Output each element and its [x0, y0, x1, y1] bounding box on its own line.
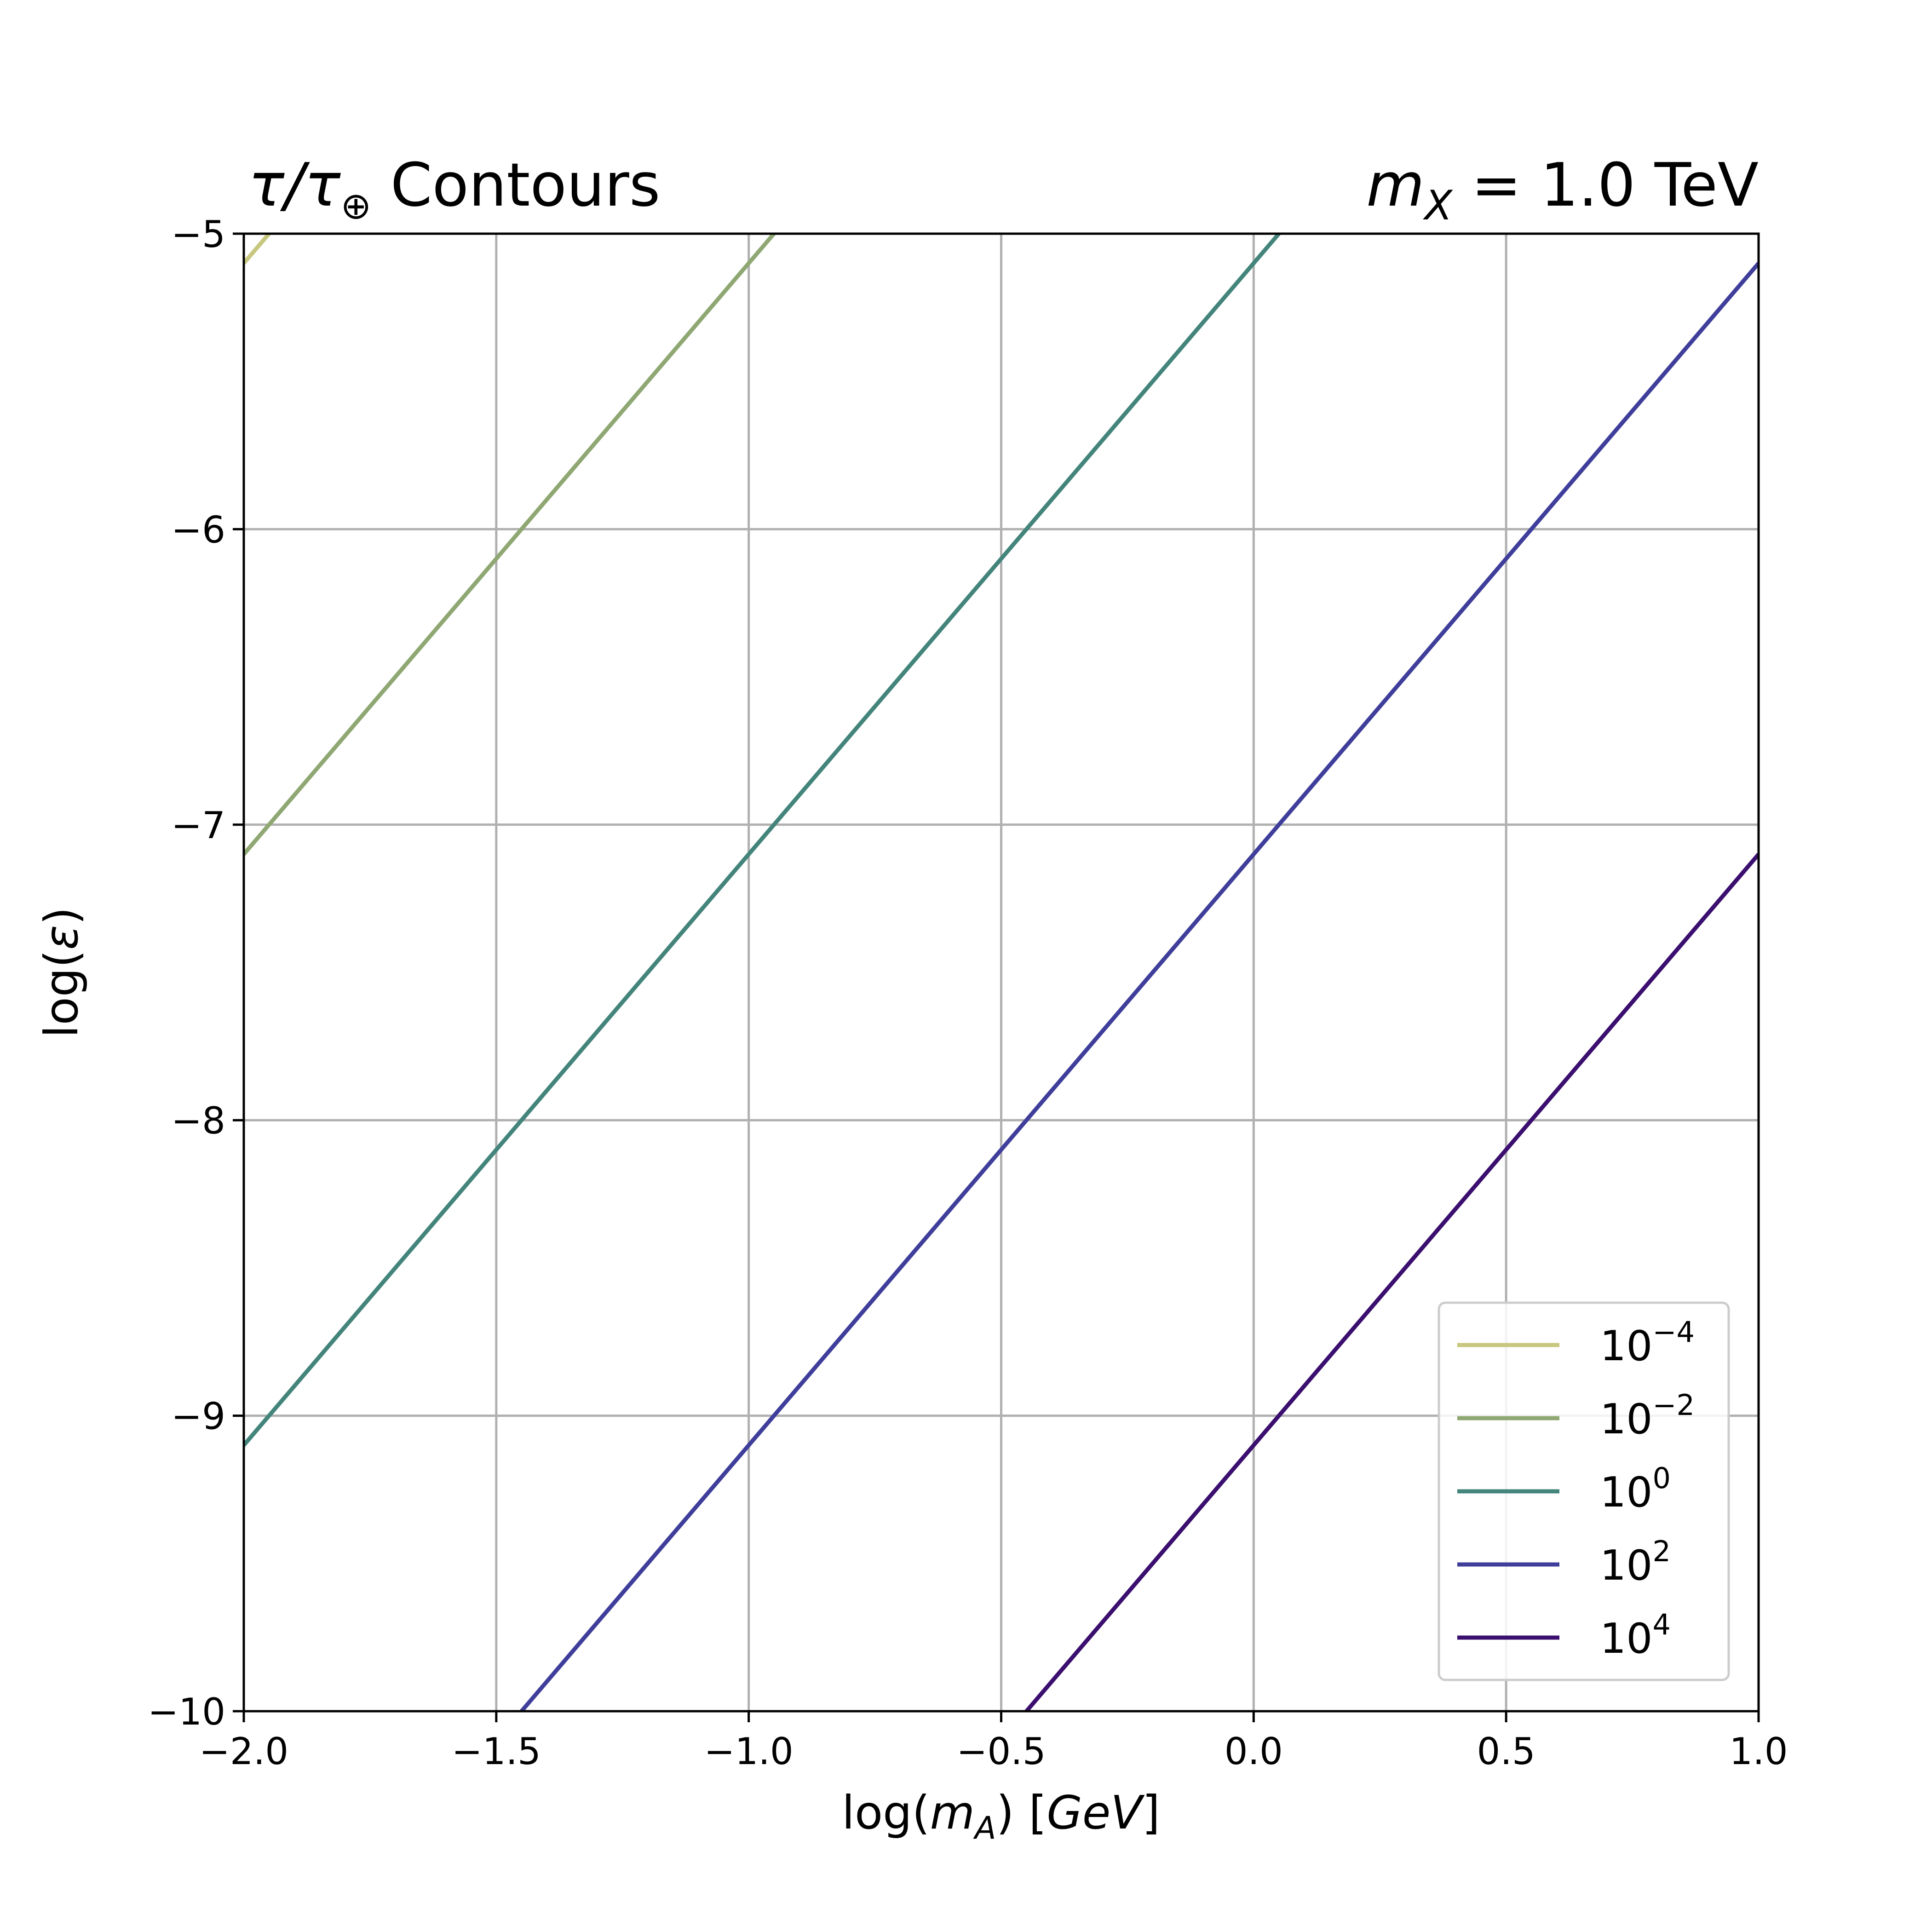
- x-tick-label: 1.0: [1729, 1730, 1788, 1773]
- series-line-4: [1024, 853, 1759, 1711]
- legend-label: 100: [1600, 1461, 1671, 1517]
- series-line-3: [520, 262, 1759, 1711]
- xlabel-var: m: [930, 1786, 975, 1840]
- mass-variable-subscript: X: [1423, 182, 1453, 229]
- xlabel-suffix: ) [: [996, 1786, 1047, 1840]
- series-lines: [244, 234, 1759, 1711]
- ylabel-prefix: log(: [34, 950, 88, 1038]
- legend-label: 10−2: [1600, 1388, 1695, 1443]
- xlabel-sub: A: [973, 1810, 996, 1846]
- x-tick-label: −0.5: [956, 1730, 1046, 1773]
- x-tick-label: 0.5: [1477, 1730, 1535, 1773]
- y-tick-label: −6: [171, 508, 225, 551]
- title-symbol: τ/τ: [248, 150, 341, 220]
- y-tick-label: −9: [171, 1395, 225, 1438]
- legend-label: 10−4: [1600, 1315, 1695, 1370]
- xlabel-unit: GeV: [1046, 1786, 1145, 1840]
- xlabel-close: ]: [1142, 1786, 1160, 1840]
- mass-value: = 1.0 TeV: [1452, 150, 1759, 220]
- chart-title: τ/τ⊕ Contours: [248, 150, 660, 227]
- mass-variable: m: [1366, 150, 1425, 220]
- legend-label: 102: [1600, 1535, 1671, 1590]
- legend-label: 104: [1600, 1608, 1671, 1663]
- series-line-1: [244, 234, 776, 856]
- x-axis-label: log(mA) [GeV]: [842, 1786, 1160, 1846]
- series-line-2: [244, 234, 1281, 1447]
- y-tick-label: −8: [171, 1099, 225, 1142]
- x-tick-label: 0.0: [1225, 1730, 1283, 1773]
- series-line-0: [244, 234, 271, 265]
- y-tick-label: −7: [171, 804, 225, 847]
- y-tick-label: −5: [171, 213, 225, 256]
- xlabel-prefix: log(: [842, 1786, 930, 1840]
- ylabel-var: ε: [34, 925, 88, 950]
- x-tick-label: −2.0: [199, 1730, 288, 1773]
- x-tick-label: −1.5: [452, 1730, 541, 1773]
- title-text: Contours: [371, 150, 660, 220]
- ylabel-suffix: ): [34, 907, 88, 925]
- legend-box: [1438, 1301, 1730, 1681]
- y-tick-label: −10: [148, 1690, 225, 1733]
- x-tick-label: −1.0: [704, 1730, 794, 1773]
- legend: 10−4 10−2 100 102 104: [1438, 1301, 1730, 1681]
- y-axis-label: log(ε): [34, 907, 88, 1038]
- chart-subtitle-mass: mX = 1.0 TeV: [1366, 150, 1759, 229]
- title-symbol-subscript: ⊕: [340, 184, 371, 227]
- axis-ticks: −2.0 −1.5 −1.0 −0.5 0.0 0.5 1.0 −5 −6 −7 −8 −9 −10: [148, 213, 1788, 1773]
